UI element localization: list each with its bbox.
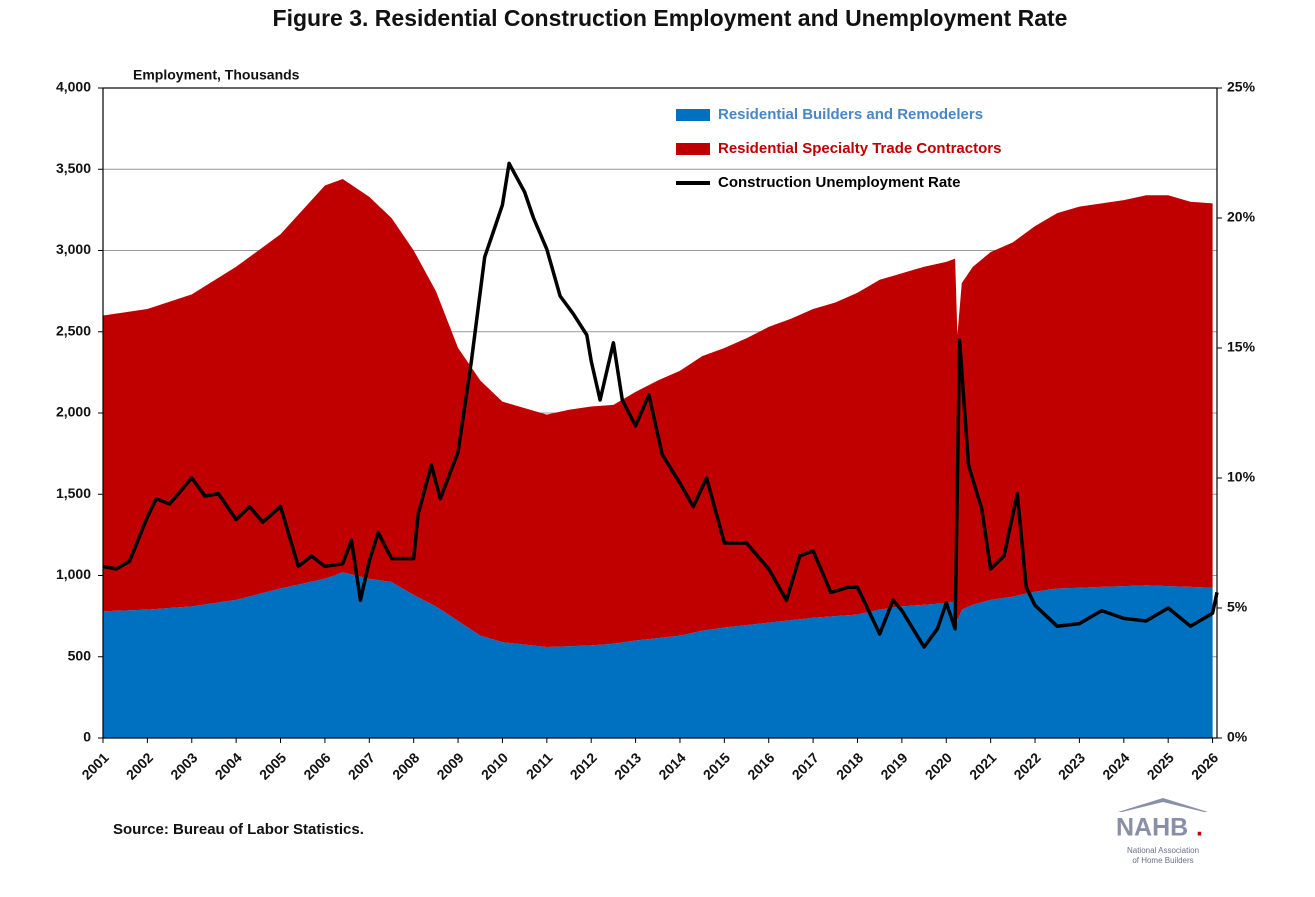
- x-tick-label: 2004: [212, 749, 245, 782]
- legend-label: Construction Unemployment Rate: [718, 174, 961, 191]
- x-tick-label: 2024: [1099, 749, 1132, 782]
- x-tick-label: 2008: [389, 749, 422, 782]
- x-tick-label: 2007: [345, 749, 378, 782]
- y-axis-label: Employment, Thousands: [133, 67, 300, 83]
- chart-title: Figure 3. Residential Construction Emplo…: [273, 5, 1068, 31]
- x-tick-label: 2012: [567, 749, 600, 782]
- y-tick-label: 500: [68, 647, 92, 663]
- line: [102, 161, 1219, 649]
- x-tick-label: 2002: [123, 749, 156, 782]
- x-tick-label: 2017: [789, 749, 822, 782]
- logo-name: NAHB: [1116, 814, 1188, 842]
- y2-tick-label: 5%: [1227, 599, 1248, 615]
- x-tick-label: 2023: [1055, 749, 1088, 782]
- x-tick-label: 2006: [300, 749, 333, 782]
- area: [103, 179, 1213, 647]
- plot-frame: [102, 87, 1218, 739]
- y-tick-label: 2,500: [56, 322, 91, 338]
- x-tick-label: 2013: [611, 749, 644, 782]
- y-tick-label: 4,000: [56, 79, 91, 95]
- y2-tick-label: 0%: [1227, 729, 1248, 745]
- x-tick-label: 2009: [433, 749, 466, 782]
- y-tick-label: 1,500: [56, 485, 91, 501]
- x-tick-label: 2001: [78, 749, 111, 782]
- x-tick-label: 2011: [523, 749, 556, 782]
- y-tick-label: 2,000: [56, 404, 91, 420]
- x-tick-label: 2014: [655, 749, 688, 782]
- y-tick-label: 3,000: [56, 241, 91, 257]
- legend-swatch: [676, 109, 710, 121]
- x-tick-label: 2015: [700, 749, 733, 782]
- x-tick-label: 2018: [833, 749, 866, 782]
- y2-tick-label: 10%: [1227, 469, 1256, 485]
- y-tick-label: 0: [83, 729, 91, 745]
- logo-roof: [1118, 798, 1208, 812]
- x-tick-label: 2022: [1010, 749, 1043, 782]
- x-tick-label: 2025: [1144, 749, 1177, 782]
- y-tick-label: 1,000: [56, 566, 91, 582]
- x-tick-label: 2003: [167, 749, 200, 782]
- y-tick-label: 3,500: [56, 160, 91, 176]
- logo: NAHB . National Association of Home Buil…: [1116, 798, 1208, 865]
- y2-tick-label: 20%: [1227, 209, 1256, 225]
- y2-tick-label: 15%: [1227, 339, 1256, 355]
- logo-subtitle: of Home Builders: [1132, 856, 1193, 865]
- area: [103, 572, 1213, 738]
- plot-area: [102, 161, 1219, 738]
- x-tick-label: 2005: [256, 749, 289, 782]
- legend: Residential Builders and Remodelers Resid…: [676, 106, 1001, 191]
- logo-dot: .: [1196, 814, 1203, 842]
- legend-label: Residential Builders and Remodelers: [718, 106, 983, 123]
- source-note: Source: Bureau of Labor Statistics.: [113, 821, 364, 838]
- y2-tick-label: 25%: [1227, 79, 1256, 95]
- logo-subtitle: National Association: [1127, 846, 1199, 855]
- x-tick-label: 2020: [922, 749, 955, 782]
- legend-label: Residential Specialty Trade Contractors: [718, 140, 1001, 157]
- legend-swatch: [676, 143, 710, 155]
- x-tick-label: 2010: [478, 749, 511, 782]
- x-tick-label: 2016: [744, 749, 777, 782]
- x-tick-label: 2019: [877, 749, 910, 782]
- x-tick-label: 2026: [1188, 749, 1221, 782]
- x-tick-label: 2021: [966, 749, 999, 782]
